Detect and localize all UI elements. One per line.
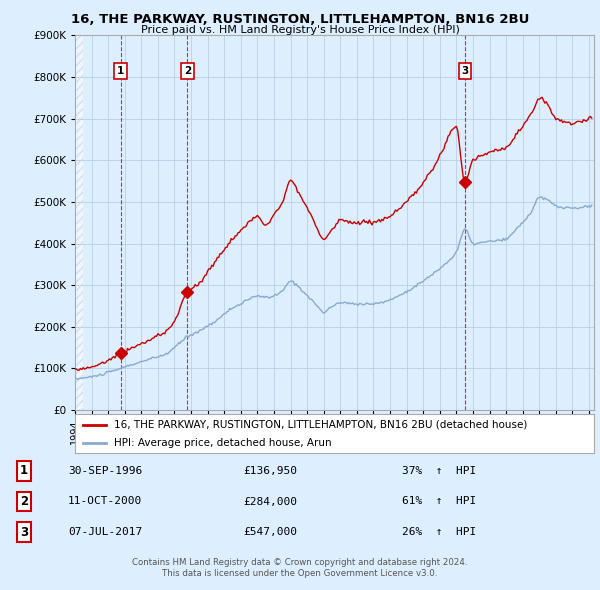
- Text: 37%  ↑  HPI: 37% ↑ HPI: [402, 466, 476, 476]
- Text: 3: 3: [461, 66, 469, 76]
- Text: 07-JUL-2017: 07-JUL-2017: [68, 527, 142, 537]
- Text: 61%  ↑  HPI: 61% ↑ HPI: [402, 497, 476, 506]
- Text: £547,000: £547,000: [243, 527, 297, 537]
- Text: 1: 1: [117, 66, 124, 76]
- Text: Price paid vs. HM Land Registry's House Price Index (HPI): Price paid vs. HM Land Registry's House …: [140, 25, 460, 35]
- Text: 1: 1: [20, 464, 28, 477]
- Text: HPI: Average price, detached house, Arun: HPI: Average price, detached house, Arun: [114, 438, 332, 448]
- Text: 2: 2: [184, 66, 191, 76]
- Text: 2: 2: [20, 495, 28, 508]
- Text: Contains HM Land Registry data © Crown copyright and database right 2024.: Contains HM Land Registry data © Crown c…: [132, 558, 468, 566]
- Text: 16, THE PARKWAY, RUSTINGTON, LITTLEHAMPTON, BN16 2BU: 16, THE PARKWAY, RUSTINGTON, LITTLEHAMPT…: [71, 13, 529, 26]
- Text: 26%  ↑  HPI: 26% ↑ HPI: [402, 527, 476, 537]
- Text: 16, THE PARKWAY, RUSTINGTON, LITTLEHAMPTON, BN16 2BU (detached house): 16, THE PARKWAY, RUSTINGTON, LITTLEHAMPT…: [114, 420, 527, 430]
- Text: 3: 3: [20, 526, 28, 539]
- Text: 30-SEP-1996: 30-SEP-1996: [68, 466, 142, 476]
- Text: £284,000: £284,000: [243, 497, 297, 506]
- Text: This data is licensed under the Open Government Licence v3.0.: This data is licensed under the Open Gov…: [163, 569, 437, 578]
- Text: £136,950: £136,950: [243, 466, 297, 476]
- Text: 11-OCT-2000: 11-OCT-2000: [68, 497, 142, 506]
